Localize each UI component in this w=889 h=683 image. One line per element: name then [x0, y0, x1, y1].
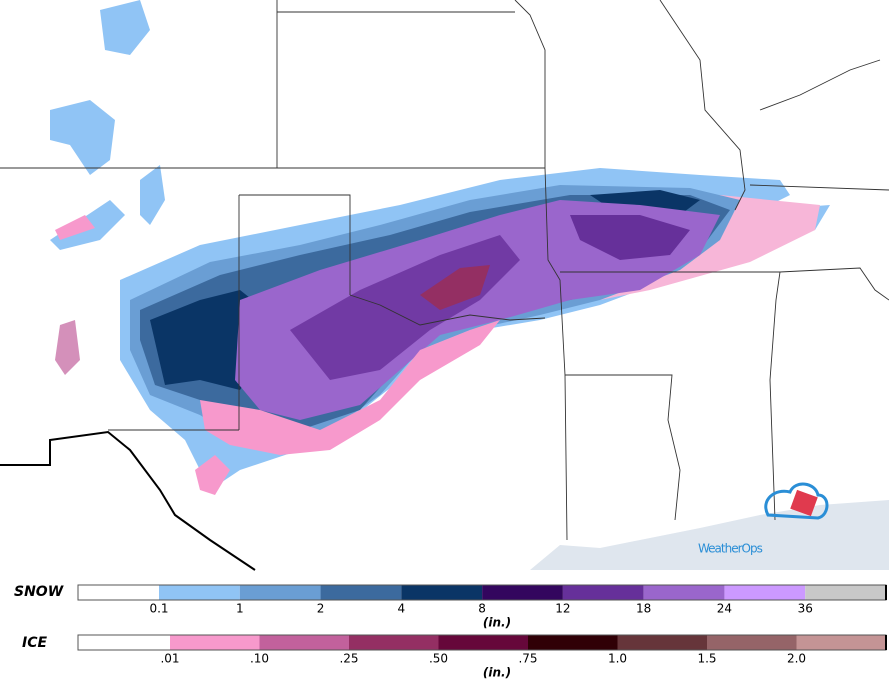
- color-swatch: [170, 635, 260, 650]
- color-swatch: [707, 635, 797, 650]
- color-swatch: [401, 585, 483, 600]
- color-swatch: [78, 635, 170, 650]
- bin-label: 36: [798, 602, 813, 616]
- bin-label: .01: [160, 652, 179, 666]
- color-swatch: [796, 635, 886, 650]
- color-swatch: [805, 585, 886, 600]
- color-swatch: [438, 635, 528, 650]
- bin-label: 2.0: [787, 652, 806, 666]
- bin-label: 12: [555, 602, 570, 616]
- bin-label: 0.1: [149, 602, 168, 616]
- ice-label: ICE: [22, 635, 47, 651]
- color-swatch: [562, 585, 644, 600]
- color-swatch: [159, 585, 240, 600]
- color-swatch: [528, 635, 618, 650]
- bin-label: .75: [518, 652, 537, 666]
- bin-label: 1.0: [608, 652, 627, 666]
- snow-label: SNOW: [14, 584, 64, 600]
- units-label: (in.): [483, 666, 511, 680]
- bin-label: 2: [317, 602, 325, 616]
- bin-label: .50: [429, 652, 448, 666]
- color-swatch: [617, 635, 707, 650]
- color-swatch: [349, 635, 439, 650]
- color-swatch: [239, 585, 321, 600]
- color-swatch: [724, 585, 806, 600]
- map: WeatherOps: [0, 0, 889, 571]
- color-swatch: [259, 635, 349, 650]
- color-swatch: [482, 585, 563, 600]
- color-swatch: [78, 585, 159, 600]
- bin-label: 18: [636, 602, 651, 616]
- logo: WeatherOps: [698, 482, 829, 556]
- color-swatch: [320, 585, 402, 600]
- snow-colorbar: 0.1 1 2 4 8 12 18 24 36(in.): [77, 584, 887, 630]
- logo-text: WeatherOps: [698, 542, 763, 556]
- bin-label: 1: [236, 602, 244, 616]
- ice-colorbar: .01 .10 .25 .50 .75 1.0 1.5 2.0 (in.): [77, 634, 887, 680]
- bin-label: 24: [717, 602, 732, 616]
- color-swatch: [643, 585, 725, 600]
- bin-label: .25: [339, 652, 358, 666]
- bin-label: 4: [398, 602, 406, 616]
- bin-label: .10: [250, 652, 269, 666]
- bin-label: 1.5: [697, 652, 716, 666]
- units-label: (in.): [483, 616, 511, 630]
- bin-label: 8: [478, 602, 486, 616]
